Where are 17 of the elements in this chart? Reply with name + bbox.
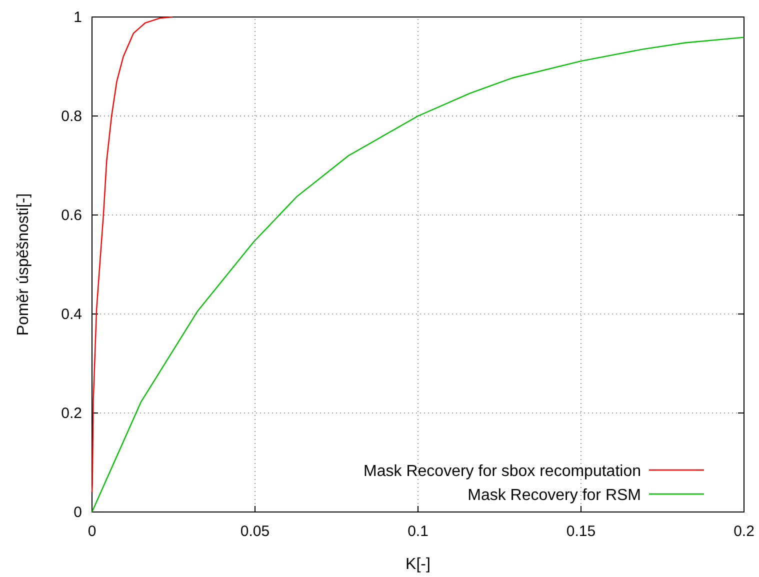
y-tick-label: 1: [74, 9, 82, 26]
x-axis-title: K[-]: [406, 556, 430, 573]
y-tick-label: 0.6: [61, 207, 82, 224]
y-axis-title: Poměr úspěšnosti[-]: [15, 193, 32, 336]
legend-label: Mask Recovery for RSM: [468, 487, 641, 504]
y-tick-label: 0: [74, 504, 82, 521]
x-tick-label: 0.05: [240, 523, 270, 540]
y-tick-label: 0.2: [61, 405, 82, 422]
y-tick-label: 0.4: [61, 306, 82, 323]
line-series: [91, 16, 174, 493]
line-series: [91, 36, 745, 513]
legend-label: Mask Recovery for sbox recomputation: [364, 463, 641, 480]
y-tick-label: 0.8: [61, 108, 82, 125]
x-tick-label: 0.15: [566, 523, 596, 540]
x-tick-label: 0.1: [408, 523, 428, 540]
x-tick-label: 0.2: [734, 523, 754, 540]
x-tick-label: 0: [88, 523, 96, 540]
